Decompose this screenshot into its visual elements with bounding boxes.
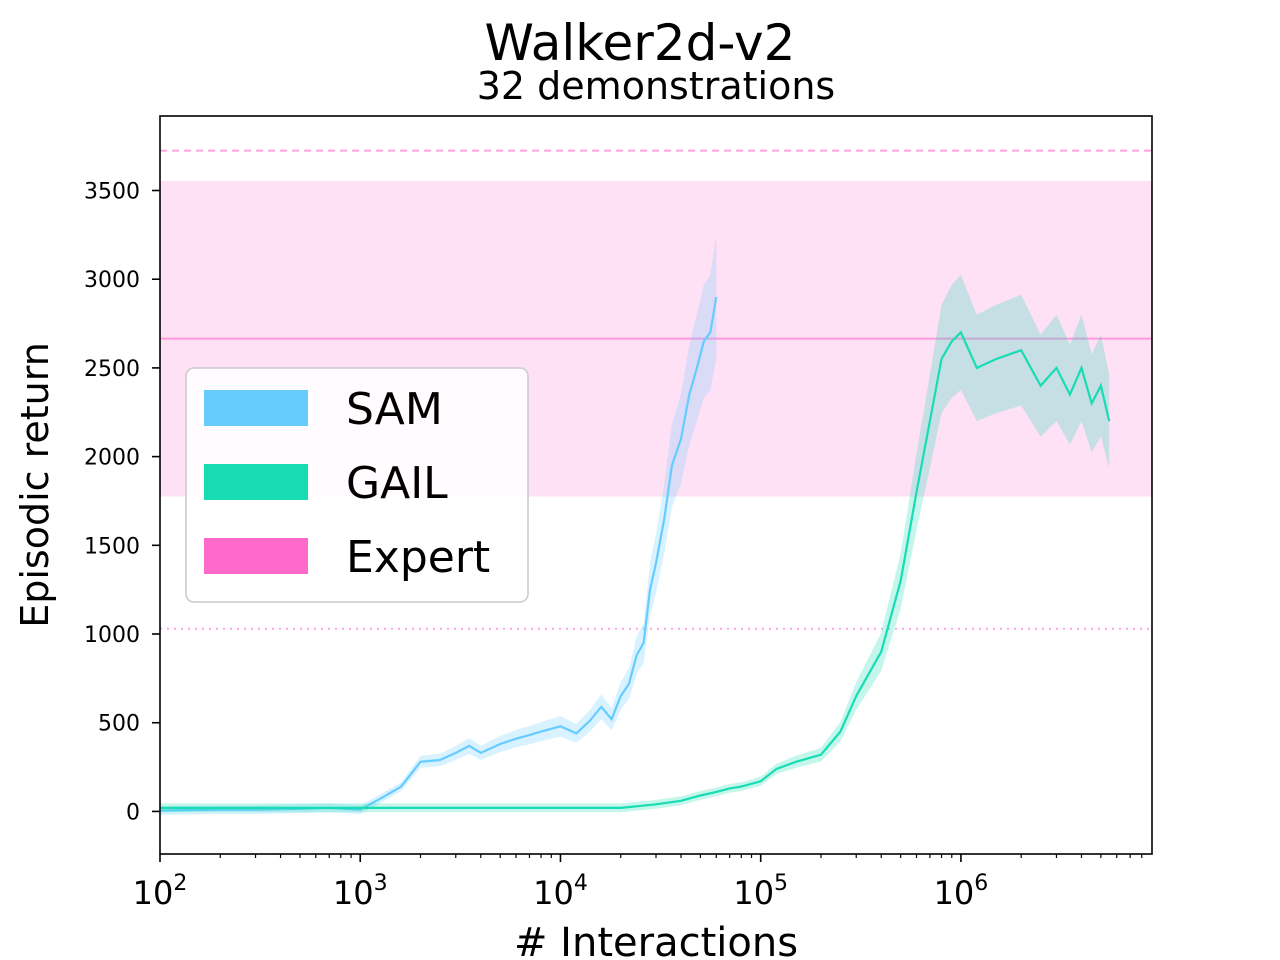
series-layer <box>159 235 1111 815</box>
y-tick-label: 2500 <box>84 357 140 382</box>
y-tick-label: 1500 <box>84 534 140 559</box>
x-axis-label: # Interactions <box>514 920 798 960</box>
y-tick-label: 3000 <box>84 268 140 293</box>
legend-label-gail: GAIL <box>346 458 448 509</box>
y-axis: 0 500 1000 1500 2000 2500 3000 3500 <box>84 180 160 825</box>
chart-title: Walker2d-v2 <box>485 14 796 72</box>
legend-swatch-gail <box>204 464 308 500</box>
series-line-gail <box>160 330 1111 810</box>
legend-label-sam: SAM <box>346 384 443 435</box>
x-tick-label: 105 <box>733 871 788 912</box>
x-tick-label: 102 <box>133 871 188 912</box>
chart-subtitle: 32 demonstrations <box>477 64 835 108</box>
y-tick-label: 2000 <box>84 446 140 471</box>
series-band-gail <box>160 275 1110 813</box>
x-axis: 102 103 104 105 106 <box>133 854 1143 912</box>
y-tick-label: 0 <box>126 800 140 825</box>
x-tick-label: 104 <box>533 871 588 912</box>
series-line-sam <box>159 296 718 812</box>
y-tick-label: 1000 <box>84 623 140 648</box>
y-tick-label: 500 <box>98 712 140 737</box>
y-axis-label: Episodic return <box>13 342 57 628</box>
y-tick-label: 3500 <box>84 180 140 205</box>
legend-swatch-sam <box>204 390 308 426</box>
legend: SAM GAIL Expert <box>185 367 529 603</box>
x-tick-label: 106 <box>934 871 989 912</box>
legend-swatch-expert <box>204 538 308 574</box>
legend-label-expert: Expert <box>346 532 490 583</box>
x-tick-label: 103 <box>333 871 388 912</box>
